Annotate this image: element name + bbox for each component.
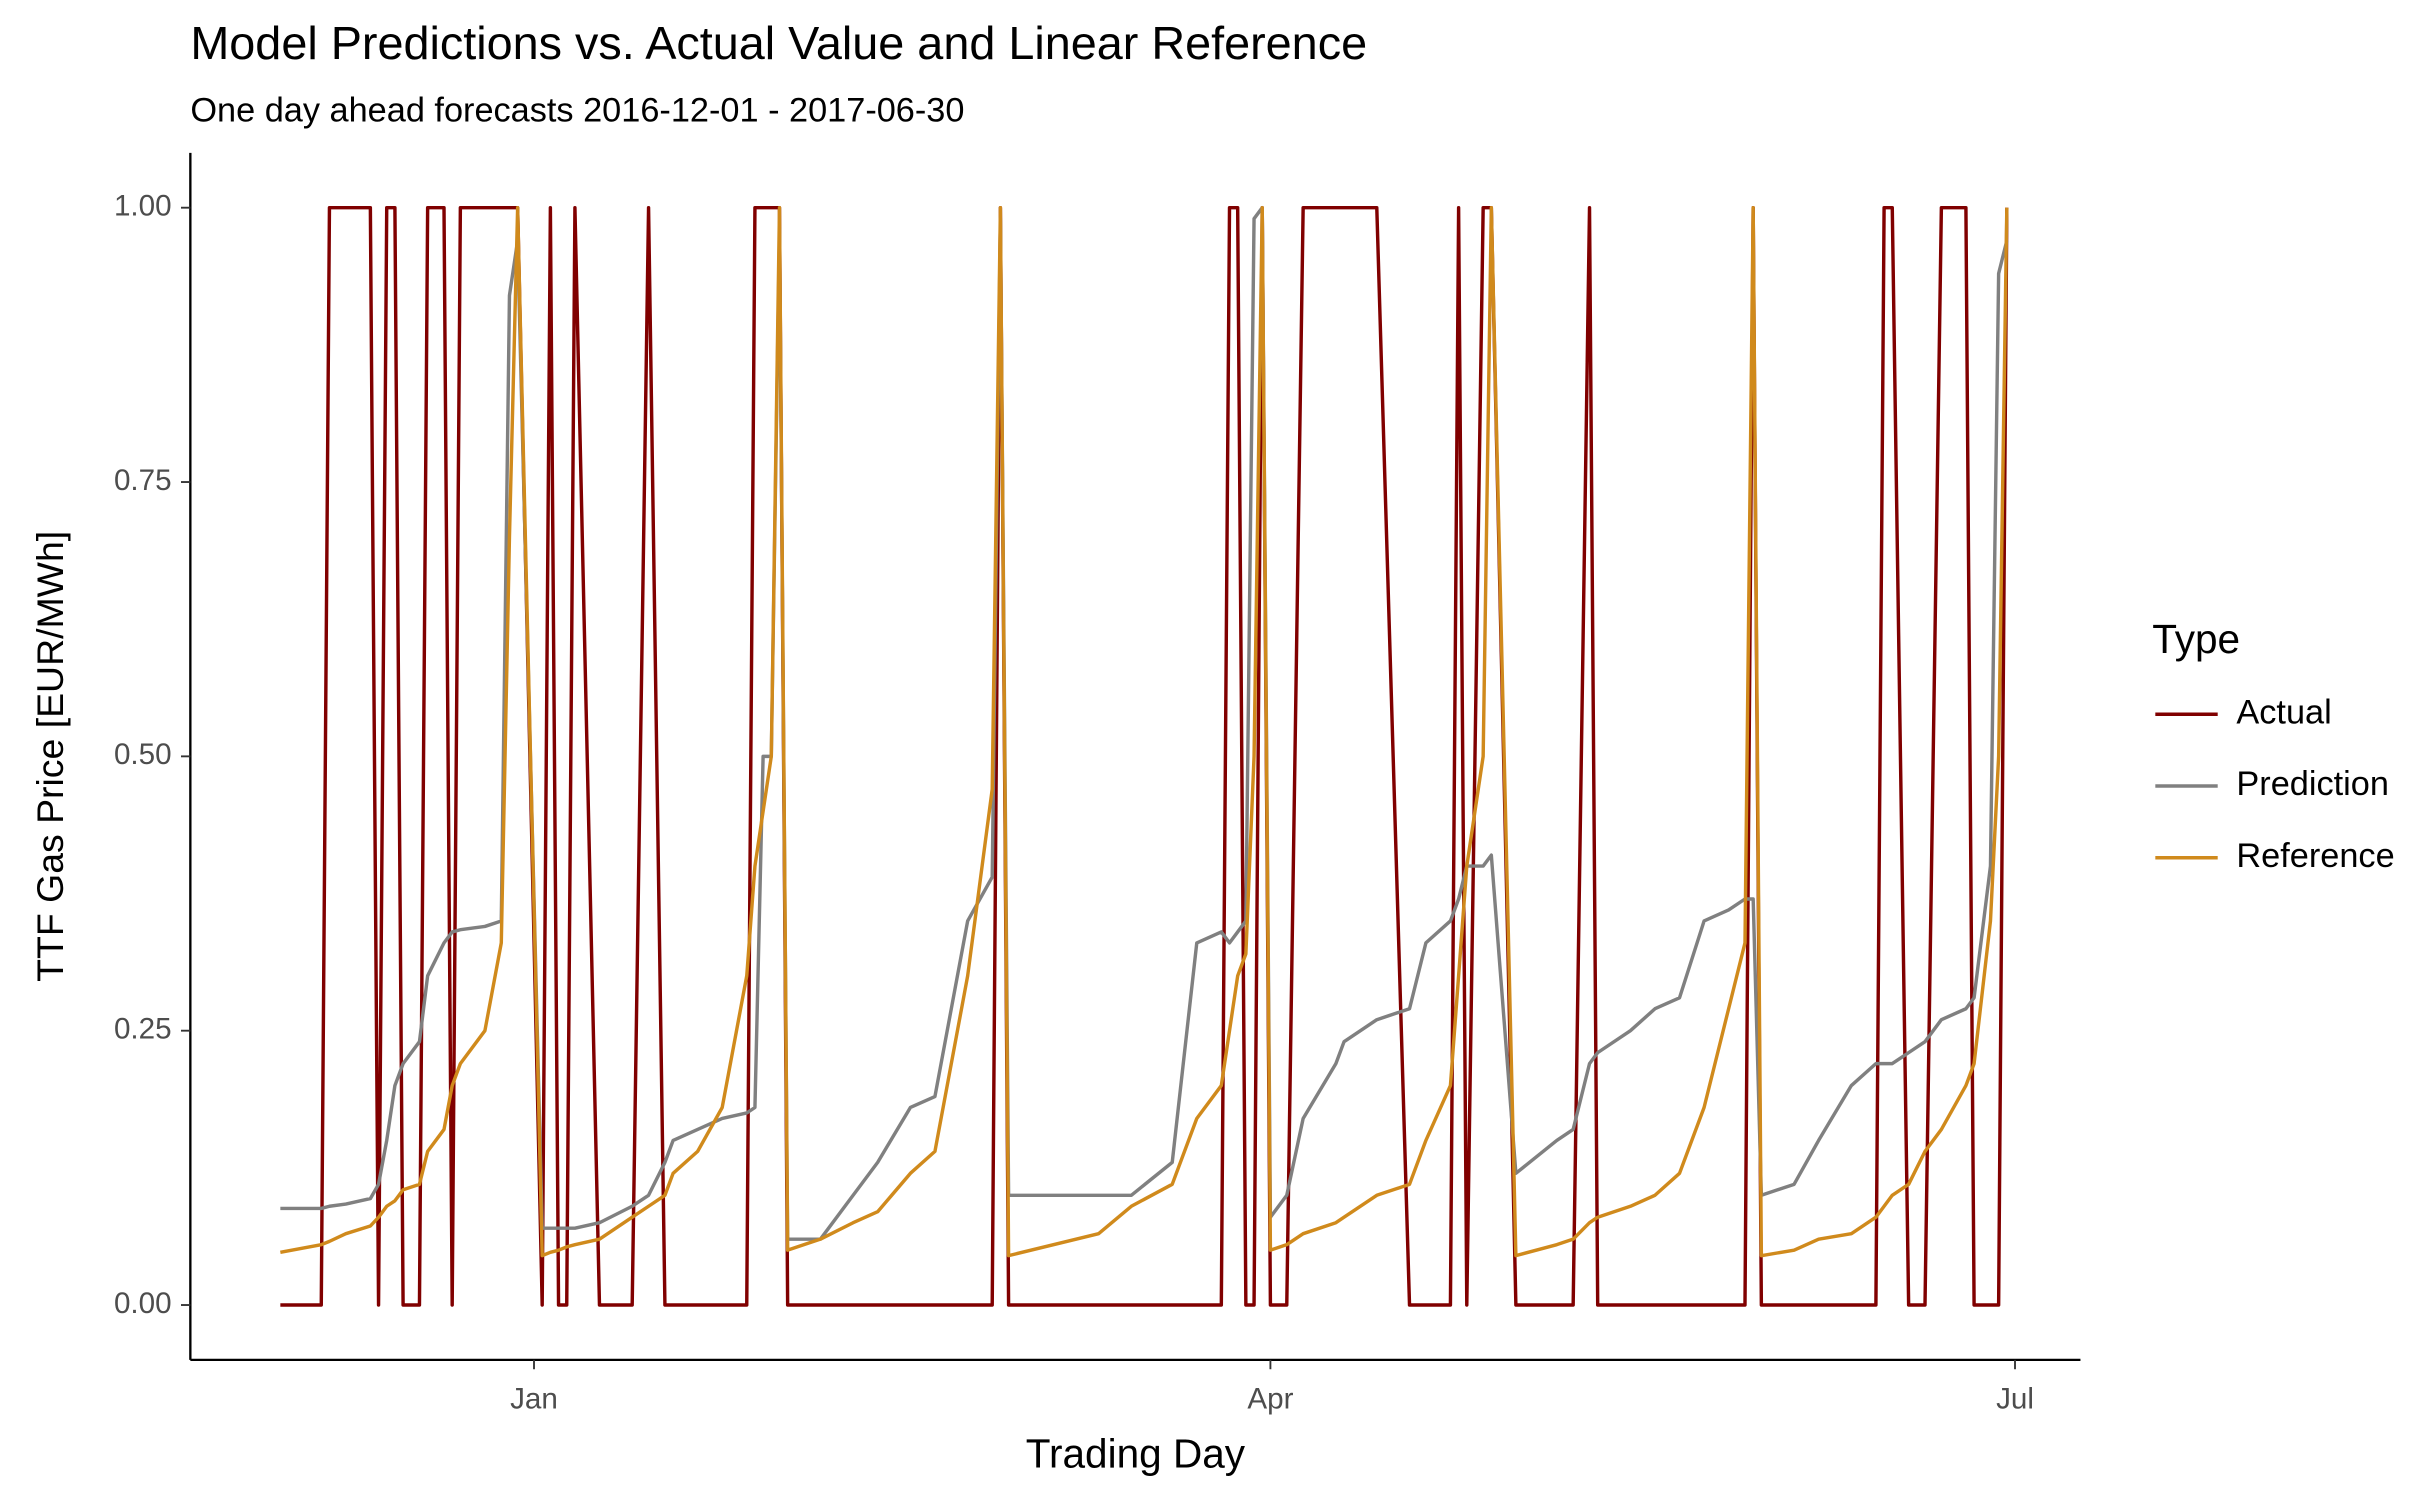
- y-tick-label: 1.00: [114, 190, 172, 223]
- legend-label: Prediction: [2236, 765, 2389, 803]
- legend-label: Reference: [2236, 837, 2394, 875]
- series-line: [280, 205, 2009, 1307]
- chart-title: Model Predictions vs. Actual Value and L…: [190, 17, 1367, 69]
- chart-subtitle: One day ahead forecasts 2016-12-01 - 201…: [190, 91, 964, 129]
- x-tick-label: Apr: [1247, 1382, 1293, 1415]
- x-tick-label: Jan: [510, 1382, 558, 1415]
- legend-label: Actual: [2236, 693, 2331, 731]
- series-line: [280, 205, 2009, 1241]
- x-tick-label: Jul: [1996, 1382, 2034, 1415]
- y-tick-label: 0.50: [114, 738, 172, 771]
- y-axis-title: TTF Gas Price [EUR/MWh]: [29, 531, 71, 982]
- series-line: [280, 205, 2009, 1258]
- y-tick-label: 0.00: [114, 1287, 172, 1320]
- legend-title: Type: [2152, 616, 2240, 662]
- y-tick-label: 0.25: [114, 1013, 172, 1046]
- y-tick-label: 0.75: [114, 464, 172, 497]
- x-axis-title: Trading Day: [1026, 1430, 1246, 1476]
